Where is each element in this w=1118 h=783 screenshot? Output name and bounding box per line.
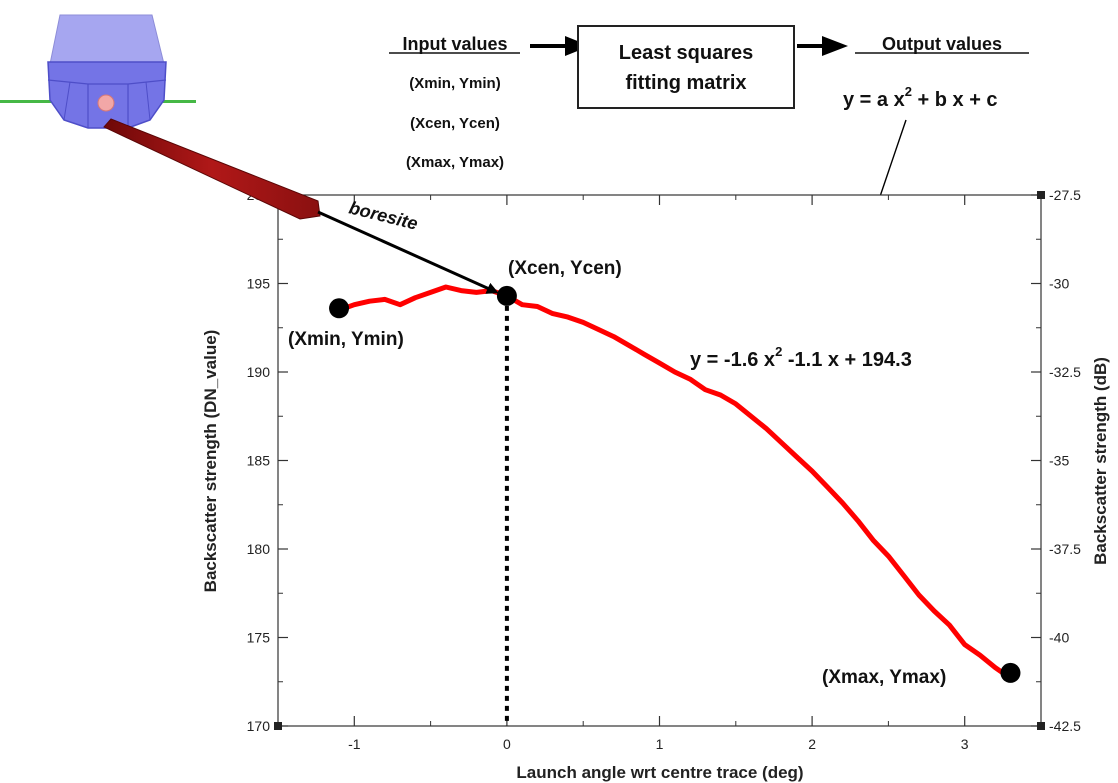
backscatter-curve <box>336 284 1006 676</box>
flow-diagram: Input values Least squares fitting matri… <box>389 25 1029 324</box>
axis-corner-marker <box>1037 722 1045 730</box>
point-xcen-ycen <box>496 285 517 306</box>
axis-corner-marker <box>1037 191 1045 199</box>
x-tick-label: 2 <box>808 736 816 752</box>
x-axis-title: Launch angle wrt centre trace (deg) <box>516 763 803 782</box>
fit-eq-rhs: -1.1 x + 194.3 <box>782 349 912 371</box>
output-equation: y = a x2 + b x + c <box>843 84 998 111</box>
x-tick-label: 1 <box>656 736 664 752</box>
x-tick-label: -1 <box>348 736 361 752</box>
point-xmax-ymax <box>1000 662 1021 683</box>
x-tick-label: 0 <box>503 736 511 752</box>
input-values-header: Input values <box>402 34 507 54</box>
y-axis-title: Backscatter strength (DN_value) <box>201 330 220 593</box>
hull-panel-line-left-outer <box>63 81 71 121</box>
vessel-hull-top <box>49 14 165 65</box>
fit-eq-lhs: y = -1.6 x <box>690 349 775 371</box>
y-tick-label: 170 <box>247 718 271 734</box>
label-xcen-ycen: (Xcen, Ycen) <box>508 258 622 279</box>
output-eq-exp: 2 <box>905 84 912 99</box>
fit-eq-exp: 2 <box>775 344 782 359</box>
y2-tick-label: -27.5 <box>1049 187 1081 203</box>
label-xmax-ymax: (Xmax, Ymax) <box>822 667 946 688</box>
y2-tick-label: -35 <box>1049 453 1069 469</box>
input-value-xmin-ymin: (Xmin, Ymin) <box>409 75 500 92</box>
label-xmin-ymin: (Xmin, Ymin) <box>288 329 404 350</box>
y-axis-right: -42.5 -40 -37.5 -35 -32.5 -30 -27.5 <box>274 187 1081 734</box>
input-value-xmax-ymax: (Xmax, Ymax) <box>406 154 504 171</box>
x-tick-label: 3 <box>961 736 969 752</box>
boresite-arrow <box>317 210 499 294</box>
output-eq-lhs: y = a x <box>843 89 905 111</box>
hull-panel-line-right-outer <box>145 81 151 121</box>
output-values-header: Output values <box>882 34 1002 54</box>
beam-cone <box>103 118 321 220</box>
y-tick-label: 180 <box>247 541 271 557</box>
box-label-line-1: Least squares <box>619 42 754 64</box>
y-tick-label: 185 <box>247 453 271 469</box>
input-value-xcen-ycen: (Xcen, Ycen) <box>410 115 500 132</box>
y-tick-label: 195 <box>247 276 271 292</box>
y-tick-label: 175 <box>247 630 271 646</box>
y2-tick-label: -42.5 <box>1049 718 1081 734</box>
output-eq-rhs: + b x + c <box>912 89 998 111</box>
transducer-dome <box>97 94 115 112</box>
y2-tick-label: -30 <box>1049 276 1069 292</box>
least-squares-box <box>577 25 795 109</box>
y2-tick-label: -32.5 <box>1049 364 1081 380</box>
point-xmin-ymin <box>329 298 350 319</box>
input-to-box-arrow <box>530 36 590 56</box>
y-tick-label: 190 <box>247 364 271 380</box>
plot-frame <box>277 194 1042 727</box>
y2-tick-label: -40 <box>1049 630 1069 646</box>
y-axis-left: 170175180185190195200 <box>247 187 288 734</box>
y2-axis-title: Backscatter strength (dB) <box>1091 357 1110 565</box>
axis-corner-marker <box>274 722 282 730</box>
box-to-output-arrow <box>797 36 848 56</box>
y2-tick-label: -37.5 <box>1049 541 1081 557</box>
box-label-line-2: fitting matrix <box>625 72 746 94</box>
hull-seam <box>47 79 167 85</box>
fit-equation: y = -1.6 x2 -1.1 x + 194.3 <box>690 344 912 371</box>
